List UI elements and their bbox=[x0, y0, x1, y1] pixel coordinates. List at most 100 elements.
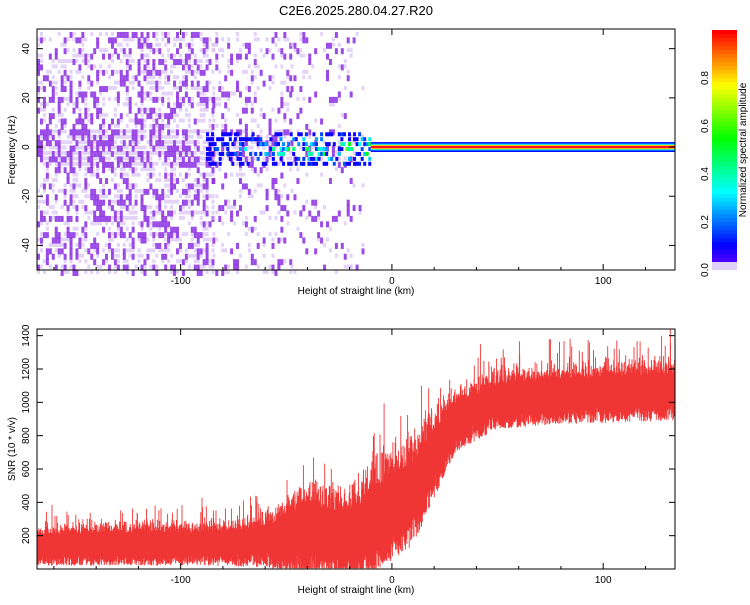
spectrogram-cell bbox=[326, 237, 330, 242]
spectrogram-cell bbox=[84, 178, 88, 185]
spectrogram-cell bbox=[247, 248, 251, 253]
spectrogram-cell bbox=[247, 64, 251, 69]
spectrogram-cell bbox=[78, 183, 82, 188]
spectrogram-cell bbox=[211, 132, 215, 137]
spectrogram-cell bbox=[143, 53, 147, 58]
spectrogram-cell bbox=[42, 232, 46, 239]
spectrogram-cell bbox=[128, 107, 132, 114]
spectrogram-cell bbox=[196, 232, 200, 239]
spectrogram-cell bbox=[199, 248, 203, 255]
spectrogram-cell bbox=[51, 205, 55, 210]
spectrogram-cell bbox=[116, 118, 120, 125]
spectrogram-cell bbox=[289, 53, 293, 60]
spectrogram-cell bbox=[244, 86, 248, 91]
spectrogram-cell bbox=[256, 137, 260, 142]
spectrogram-cell bbox=[330, 156, 334, 161]
spectrogram-cell bbox=[190, 183, 194, 190]
spectrogram-cell bbox=[90, 118, 94, 125]
spectrogram-cell bbox=[42, 134, 46, 141]
spectrogram-cell bbox=[176, 145, 180, 152]
spectrogram-cell bbox=[296, 48, 300, 55]
spectrogram-cell bbox=[250, 140, 254, 145]
spectrogram-cell bbox=[90, 270, 94, 274]
spectrogram-cell bbox=[193, 188, 197, 193]
spectrogram-cell bbox=[265, 48, 269, 55]
spectrogram-cell bbox=[107, 237, 111, 242]
spectrogram-cell bbox=[116, 194, 120, 199]
spectrogram-cell bbox=[42, 102, 46, 109]
spectrogram-cell bbox=[119, 167, 123, 172]
spectrogram-cell bbox=[346, 248, 350, 253]
spectrogram-cell bbox=[37, 264, 40, 271]
spectrogram-cell bbox=[230, 210, 234, 217]
spectrogram-cell bbox=[164, 156, 168, 163]
spectrogram-cell bbox=[244, 96, 248, 103]
spectrogram-cell bbox=[236, 80, 240, 87]
spectrogram-cell bbox=[60, 205, 64, 210]
bottom-xlabel: Height of straight line (km) bbox=[298, 585, 415, 596]
spectrogram-cell bbox=[202, 156, 206, 161]
spectrogram-cell bbox=[199, 69, 203, 76]
spectrogram-cell bbox=[116, 232, 120, 237]
spectrogram-cell bbox=[193, 194, 197, 201]
spectrogram-cell bbox=[128, 96, 132, 103]
spectrogram-cell bbox=[332, 161, 336, 166]
spectrogram-cell bbox=[113, 86, 117, 91]
spectrogram-cell bbox=[256, 232, 260, 237]
colorbar-cell bbox=[712, 166, 737, 171]
spectrogram-cell bbox=[211, 199, 215, 204]
colorbar-cell bbox=[712, 74, 737, 79]
spectrogram-cell bbox=[128, 80, 132, 85]
spectrogram-cell bbox=[221, 48, 225, 53]
spectrogram-cell bbox=[149, 42, 153, 49]
spectrogram-cell bbox=[66, 48, 70, 53]
spectrogram-cell bbox=[60, 156, 64, 163]
colorbar-label: Normalized spectral amplitude bbox=[738, 82, 749, 217]
spectrogram-cell bbox=[137, 140, 141, 145]
spectrogram-cell bbox=[54, 172, 58, 177]
spectrogram-cell bbox=[110, 42, 114, 49]
spectrogram-cell bbox=[320, 137, 324, 142]
spectrogram-cell bbox=[37, 64, 40, 71]
spectrogram-cell bbox=[39, 118, 43, 125]
spectrogram-cell bbox=[152, 59, 156, 66]
spectrogram-cell bbox=[331, 145, 335, 152]
spectrogram-cell bbox=[349, 156, 353, 163]
spectrogram-cell bbox=[131, 150, 135, 155]
spectrogram-cell bbox=[60, 123, 64, 130]
spectrogram-cell bbox=[122, 145, 126, 150]
spectrogram-cell bbox=[140, 86, 144, 93]
spectrogram-cell bbox=[140, 264, 144, 271]
spectrogram-cell bbox=[78, 129, 82, 136]
spectrogram-cell bbox=[187, 264, 191, 269]
spectrogram-cell bbox=[131, 221, 135, 226]
spectrogram-cell bbox=[37, 107, 40, 114]
spectrogram-cell bbox=[99, 145, 103, 150]
spectrogram-cell bbox=[69, 80, 73, 87]
spectrogram-cell bbox=[60, 64, 64, 69]
spectrogram-cell bbox=[125, 53, 129, 58]
spectrogram-cell bbox=[149, 226, 153, 231]
spectrogram-cell bbox=[184, 134, 188, 141]
y-tick-label: -20 bbox=[21, 189, 32, 204]
spectrogram-cell bbox=[134, 113, 138, 120]
spectrogram-cell bbox=[244, 107, 248, 114]
spectrogram-cell bbox=[208, 96, 212, 101]
spectrogram-cell bbox=[170, 226, 174, 233]
spectrogram-cell bbox=[45, 75, 49, 82]
spectrogram-cell bbox=[358, 210, 362, 215]
spectrogram-cell bbox=[116, 156, 120, 163]
spectrogram-cell bbox=[158, 145, 162, 150]
colorbar-cell bbox=[712, 122, 737, 127]
spectrogram-cell bbox=[215, 102, 219, 107]
spectrogram-cell bbox=[54, 264, 58, 271]
spectrogram-cell bbox=[90, 91, 94, 98]
spectrogram-cell bbox=[122, 31, 126, 38]
spectrogram-cell bbox=[146, 53, 150, 58]
spectrogram-cell bbox=[196, 248, 200, 255]
spectrogram-cell bbox=[167, 161, 171, 166]
spectrogram-cell bbox=[277, 107, 281, 114]
spectrogram-cell bbox=[331, 215, 335, 222]
spectrogram-cell bbox=[39, 199, 43, 204]
spectrogram-cell bbox=[75, 145, 79, 150]
